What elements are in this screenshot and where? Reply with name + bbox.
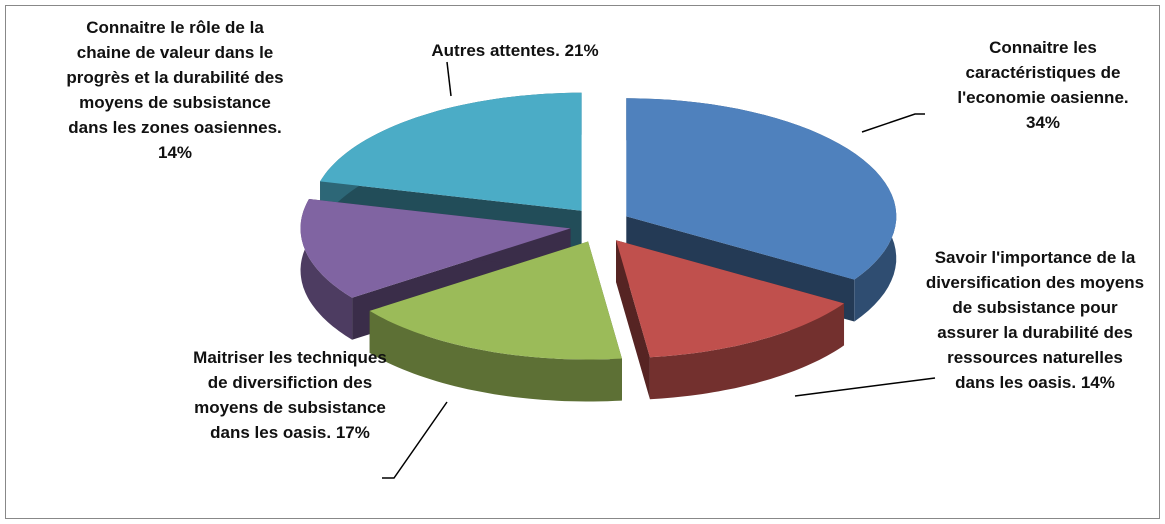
leader-line xyxy=(861,113,925,133)
label-name: Autres attentes. xyxy=(431,41,560,60)
slice-wall xyxy=(649,303,844,400)
label-name: Connaitre le rôle de la chaine de valeur… xyxy=(66,18,284,137)
label-name: Connaitre les caractéristiques de l'econ… xyxy=(957,38,1129,107)
slice-top xyxy=(616,240,844,358)
label-value: 34% xyxy=(1025,113,1061,132)
label-name: Maitriser les techniques de diversificti… xyxy=(193,348,387,442)
slice-label: Savoir l'importance de la diversificatio… xyxy=(925,245,1145,395)
slice-top xyxy=(300,199,571,298)
slice-wall xyxy=(300,199,353,340)
pie xyxy=(300,92,897,402)
slice-label: Autres attentes. 21% xyxy=(390,38,640,63)
label-value: 14% xyxy=(157,143,193,162)
leader-line xyxy=(382,401,448,479)
slice-top xyxy=(320,92,582,211)
slice xyxy=(369,241,622,402)
label-value: 17% xyxy=(335,423,370,442)
leader-line xyxy=(794,377,936,397)
label-value: 14% xyxy=(1080,373,1115,392)
label-name: Savoir l'importance de la diversificatio… xyxy=(925,248,1145,392)
slice-label: Connaitre les caractéristiques de l'econ… xyxy=(938,35,1148,135)
slice-label: Maitriser les techniques de diversificti… xyxy=(190,345,390,445)
slice-top xyxy=(369,241,622,360)
chart-frame xyxy=(5,5,1160,519)
slice xyxy=(616,240,845,400)
leader-lines xyxy=(382,61,936,479)
slice-label: Connaitre le rôle de la chaine de valeur… xyxy=(62,15,288,165)
leader-line xyxy=(446,61,452,97)
label-value: 21% xyxy=(564,41,599,60)
slice-side xyxy=(616,240,650,400)
slice-wall xyxy=(369,310,622,402)
slice-top xyxy=(626,98,897,280)
